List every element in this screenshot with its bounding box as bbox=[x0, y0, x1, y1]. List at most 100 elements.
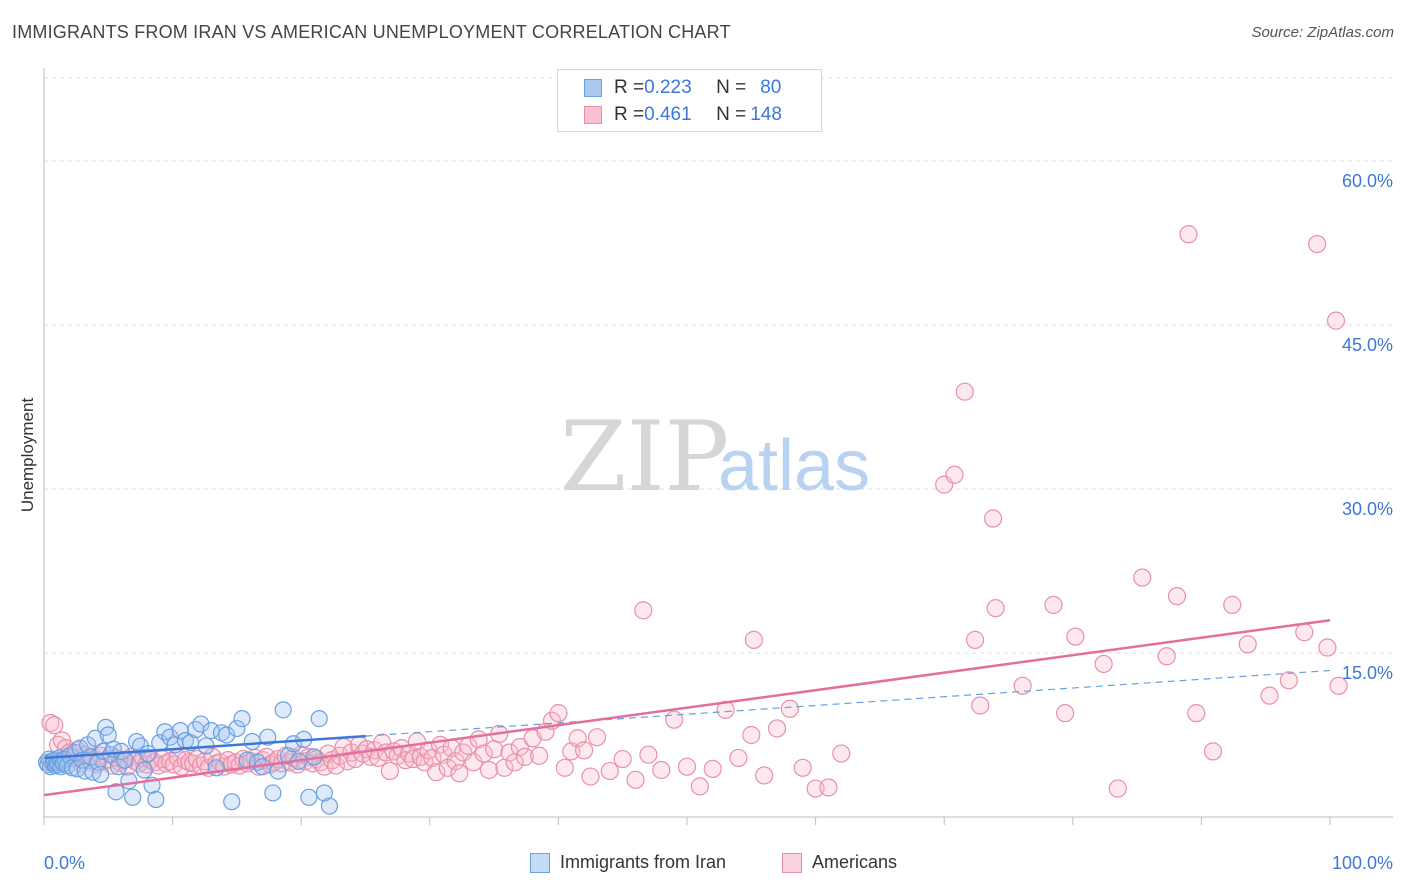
data-point bbox=[806, 779, 825, 798]
bottom-legend-iran[interactable]: Immigrants from Iran bbox=[530, 852, 726, 873]
data-point bbox=[690, 777, 709, 796]
data-point bbox=[1260, 686, 1279, 705]
data-point bbox=[515, 747, 535, 766]
data-point bbox=[135, 761, 153, 779]
data-point bbox=[86, 729, 105, 747]
legend-r-label: R = bbox=[614, 104, 645, 125]
axes bbox=[43, 68, 1393, 825]
data-point bbox=[315, 784, 333, 802]
bottom-legend-swatch-iran bbox=[530, 852, 550, 873]
legend-row-iran: R = 0.223 N = 80 bbox=[584, 77, 781, 99]
bottom-legend-label-americans: Americans bbox=[812, 852, 898, 872]
data-point bbox=[192, 715, 210, 733]
data-point bbox=[310, 709, 328, 728]
data-point bbox=[575, 741, 594, 760]
data-point bbox=[1179, 225, 1198, 244]
trend-lines bbox=[43, 618, 1331, 797]
data-point bbox=[587, 728, 607, 747]
data-point bbox=[742, 725, 761, 745]
data-point bbox=[264, 784, 282, 802]
iran-trend-line bbox=[43, 734, 366, 760]
legend-r-value: 0.461 bbox=[644, 104, 692, 125]
grid-lines bbox=[44, 77, 1393, 654]
data-point bbox=[1133, 568, 1152, 587]
data-point bbox=[530, 746, 549, 765]
y-tick-label: 30.0% bbox=[1342, 499, 1393, 519]
data-point bbox=[223, 793, 241, 811]
data-point bbox=[600, 761, 619, 781]
data-point bbox=[1066, 627, 1085, 646]
data-point bbox=[1203, 742, 1223, 761]
data-point bbox=[274, 701, 292, 719]
data-point bbox=[581, 767, 600, 786]
chart-title: IMMIGRANTS FROM IRAN VS AMERICAN UNEMPLO… bbox=[12, 22, 731, 42]
iran-trend-line-extension bbox=[365, 669, 1331, 737]
data-point bbox=[474, 744, 493, 763]
data-point bbox=[965, 630, 985, 649]
data-point bbox=[300, 788, 318, 806]
x-tick-label-max: 100.0% bbox=[1332, 853, 1393, 873]
data-point bbox=[1308, 234, 1327, 254]
americans-trend-line bbox=[43, 618, 1331, 797]
data-point bbox=[1094, 654, 1113, 674]
data-point bbox=[479, 760, 499, 780]
data-point bbox=[652, 760, 671, 780]
data-point bbox=[639, 745, 658, 764]
data-point bbox=[1167, 587, 1187, 606]
legend-r-value: 0.223 bbox=[644, 77, 692, 98]
y-tick-labels: 15.0% 30.0% 45.0% 60.0% bbox=[1342, 171, 1393, 683]
data-point bbox=[1108, 779, 1127, 798]
data-point bbox=[45, 716, 64, 735]
data-point bbox=[703, 759, 722, 778]
legend-n-label: N = bbox=[716, 77, 747, 98]
legend-box: R = 0.223 N = 80 R = 0.461 N = 148 bbox=[557, 69, 822, 132]
legend-r-label: R = bbox=[614, 77, 645, 98]
data-point bbox=[218, 726, 236, 744]
data-point bbox=[1295, 623, 1314, 642]
data-point bbox=[1318, 638, 1337, 657]
data-point bbox=[677, 757, 697, 776]
data-point bbox=[955, 382, 974, 401]
data-point bbox=[427, 763, 446, 782]
data-point bbox=[510, 737, 529, 757]
data-point bbox=[744, 630, 763, 649]
data-point bbox=[780, 699, 799, 718]
data-point bbox=[269, 762, 287, 780]
data-point bbox=[147, 790, 165, 809]
data-point bbox=[626, 770, 645, 789]
data-point bbox=[107, 783, 125, 801]
watermark-atlas: atlas bbox=[718, 426, 870, 506]
y-tick-label: 15.0% bbox=[1342, 663, 1393, 683]
data-point bbox=[116, 751, 134, 769]
y-tick-label: 45.0% bbox=[1342, 335, 1393, 355]
data-point bbox=[91, 765, 110, 783]
data-point bbox=[380, 761, 400, 781]
data-point bbox=[259, 728, 277, 746]
data-point bbox=[1223, 595, 1242, 614]
data-point bbox=[124, 788, 142, 806]
legend-n-value: 80 bbox=[760, 77, 782, 98]
data-point bbox=[485, 740, 504, 759]
data-point bbox=[228, 719, 246, 738]
data-point bbox=[767, 719, 787, 738]
data-point bbox=[729, 748, 748, 768]
data-point bbox=[233, 709, 251, 728]
data-point bbox=[1013, 676, 1032, 695]
data-point bbox=[1279, 671, 1298, 690]
data-point bbox=[1055, 704, 1075, 723]
data-point bbox=[243, 732, 261, 751]
bottom-legend-americans[interactable]: Americans bbox=[782, 852, 897, 873]
legend-n-value: 148 bbox=[750, 104, 782, 125]
data-point bbox=[1157, 647, 1176, 666]
legend-swatch-iran bbox=[584, 79, 602, 97]
data-point bbox=[793, 758, 812, 777]
data-point bbox=[971, 696, 990, 715]
data-point bbox=[1238, 635, 1257, 654]
data-point bbox=[1044, 595, 1063, 614]
data-point bbox=[832, 744, 851, 763]
data-point bbox=[99, 726, 117, 744]
legend-swatch-americans bbox=[584, 106, 602, 124]
bottom-legend-label-iran: Immigrants from Iran bbox=[560, 852, 727, 872]
data-point bbox=[665, 710, 684, 729]
